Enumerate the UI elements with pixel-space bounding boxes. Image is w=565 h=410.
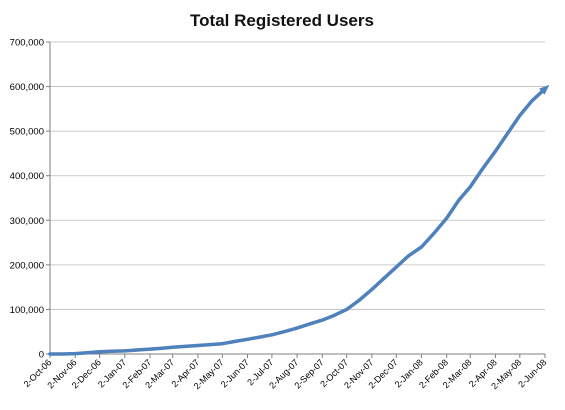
data-point — [282, 330, 286, 334]
data-point — [382, 276, 386, 280]
data-point — [171, 345, 175, 349]
data-point — [258, 335, 262, 339]
y-tick-label: 400,000 — [10, 171, 44, 182]
data-point — [123, 349, 127, 353]
y-tick-label: 200,000 — [10, 260, 44, 271]
data-point — [110, 349, 114, 353]
data-point — [232, 339, 237, 344]
data-point — [148, 347, 152, 351]
data-point — [345, 307, 349, 312]
data-point — [208, 343, 212, 347]
x-tick-label: 2-Jun-08 — [516, 357, 548, 389]
data-point — [518, 113, 522, 118]
data-point — [220, 342, 224, 346]
chart-title: Total Registered Users — [190, 11, 374, 30]
data-point — [506, 131, 510, 135]
data-point — [320, 318, 324, 322]
y-axis-tick-labels: 0 100,000 200,000 300,000 400,000 500,000 600,… — [10, 38, 44, 361]
data-point — [406, 254, 411, 258]
series-end-marker — [539, 84, 550, 95]
data-point — [457, 198, 461, 202]
x-tick-label: 2-Jun-07 — [219, 357, 251, 389]
y-tick-label: 500,000 — [10, 127, 44, 138]
data-point — [73, 351, 77, 356]
gridlines — [50, 41, 545, 310]
axes — [46, 41, 546, 358]
y-tick-label: 100,000 — [10, 305, 44, 316]
data-point — [270, 333, 274, 337]
data-point — [160, 346, 164, 350]
data-point — [370, 287, 374, 291]
data-point — [480, 167, 485, 171]
data-point — [357, 298, 361, 303]
data-point — [295, 326, 299, 330]
data-point — [468, 185, 472, 189]
series-line — [48, 87, 547, 356]
data-point — [419, 245, 424, 249]
y-tick-label: 0 — [39, 350, 44, 361]
data-point — [196, 343, 200, 348]
series — [48, 84, 550, 356]
data-point — [183, 344, 187, 349]
data-point — [530, 99, 534, 103]
y-tick-label: 700,000 — [10, 38, 44, 49]
data-point — [332, 313, 337, 317]
data-point — [97, 350, 102, 354]
data-point — [432, 232, 436, 236]
data-point — [245, 337, 250, 341]
data-point — [493, 149, 498, 153]
data-point — [85, 351, 89, 355]
data-point — [48, 352, 52, 356]
y-tick-label: 300,000 — [10, 216, 44, 227]
data-point — [394, 265, 398, 269]
x-axis-tick-labels: 2-Oct-062-Nov-062-Dec-062-Jan-072-Feb-07… — [22, 357, 549, 391]
data-point — [135, 348, 139, 352]
data-point — [60, 352, 64, 356]
data-point — [307, 322, 311, 326]
y-tick-label: 600,000 — [10, 82, 44, 93]
data-point — [445, 216, 449, 220]
